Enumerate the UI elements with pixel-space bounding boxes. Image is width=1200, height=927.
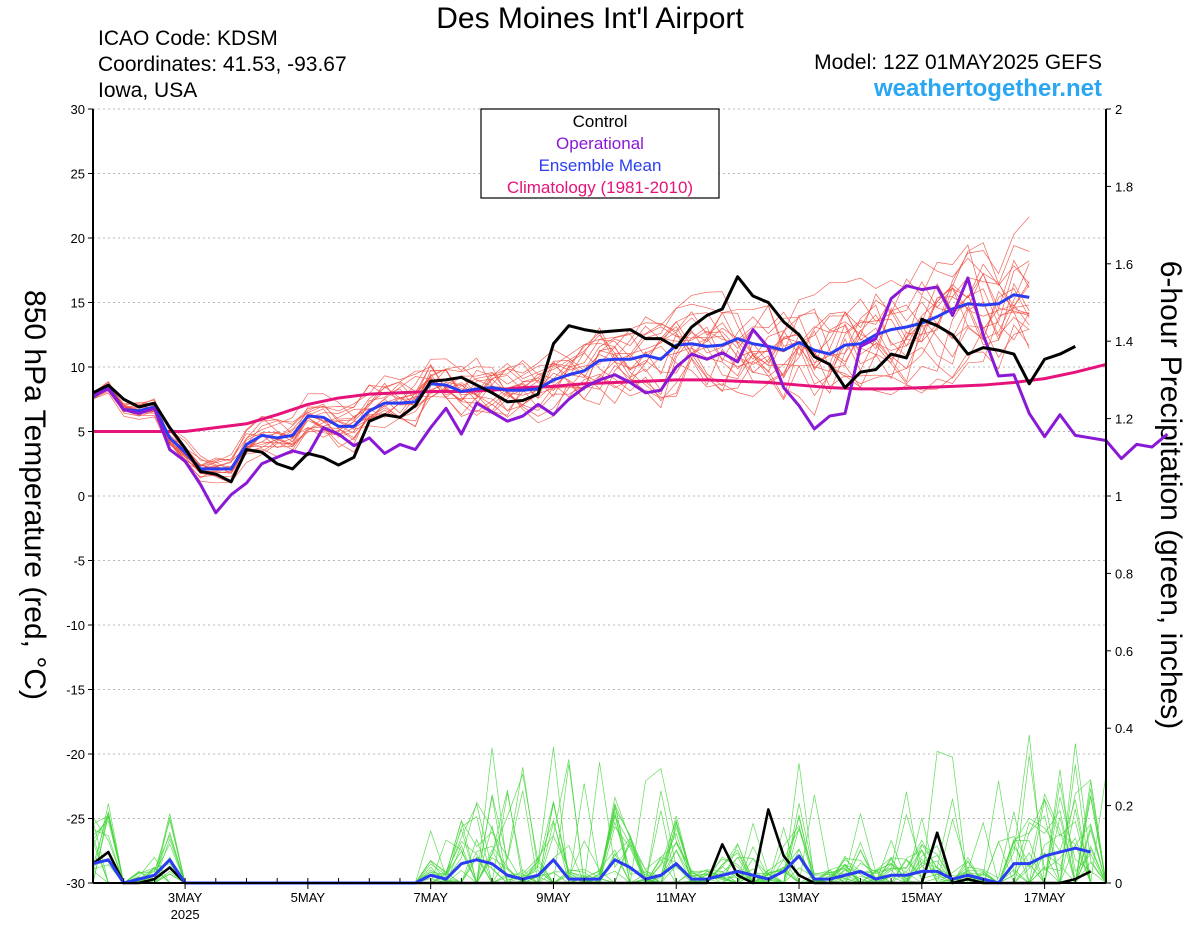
y-tick-label: -5 xyxy=(73,554,85,569)
operational-temp-line xyxy=(92,276,1169,515)
ensemble-member-precip-line xyxy=(92,801,1107,884)
x-tick-label: 9MAY xyxy=(536,890,571,905)
x-tick-label: 3MAY xyxy=(168,890,203,905)
y2-tick-label: 1 xyxy=(1115,489,1122,504)
climatology-temp-line xyxy=(93,362,1107,433)
ensemble-members xyxy=(92,216,1107,885)
y2-tick-label: 0.6 xyxy=(1115,644,1133,659)
ensemble-member-temp-line xyxy=(92,281,1030,466)
ensemble-member-temp-line xyxy=(92,272,1030,484)
x-tick-label: 13MAY xyxy=(778,890,820,905)
site-link[interactable]: weathertogether.net xyxy=(873,75,1102,102)
ensemble-mean-temp-line xyxy=(92,293,1030,471)
icao-code-label: ICAO Code: KDSM xyxy=(98,27,278,50)
x-tick-sublabel: 2025 xyxy=(171,907,200,922)
y2-tick-label: 0.8 xyxy=(1115,566,1133,581)
x-tick-label: 5MAY xyxy=(291,890,326,905)
ensemble-member-precip-line xyxy=(93,774,1107,885)
ensemble-member-temp-line xyxy=(92,290,1030,474)
gridlines xyxy=(93,108,1106,884)
y2-tick-label: 0.2 xyxy=(1115,799,1133,814)
ensemble-member-precip-line xyxy=(92,759,1106,884)
region-label: Iowa, USA xyxy=(98,79,198,102)
ensemble-member-precip-line xyxy=(92,783,1106,885)
y-tick-label: 30 xyxy=(71,102,85,117)
y2-tick-label: 1.8 xyxy=(1115,179,1133,194)
ensemble-member-temp-line xyxy=(92,288,1030,474)
ensemble-member-temp-line xyxy=(92,303,1030,469)
ensemble-member-precip-line xyxy=(92,762,1106,884)
y-tick-label: 10 xyxy=(71,360,85,375)
y-tick-label: -25 xyxy=(66,812,85,827)
ensemble-member-precip-line xyxy=(92,780,1107,884)
axes: 302520151050-5-10-15-20-25-3021.81.61.41… xyxy=(66,102,1133,922)
y2-tick-label: 1.2 xyxy=(1115,412,1133,427)
y-tick-label: -10 xyxy=(66,618,85,633)
ensemble-member-precip-line xyxy=(93,750,1106,884)
temperature-lines xyxy=(92,275,1169,515)
ensemble-member-temp-line xyxy=(92,216,1030,471)
legend-entry: Ensemble Mean xyxy=(539,156,662,175)
y-tick-label: 15 xyxy=(71,296,85,311)
legend-entry: Operational xyxy=(556,134,644,153)
ensemble-member-precip-line xyxy=(92,767,1107,884)
y-tick-label: -20 xyxy=(66,747,85,762)
ensemble-member-temp-line xyxy=(92,263,1030,471)
chart-title: Des Moines Int'l Airport xyxy=(436,2,744,35)
legend-entry: Climatology (1981-2010) xyxy=(507,178,693,197)
y-tick-label: 25 xyxy=(71,167,85,182)
x-tick-label: 7MAY xyxy=(413,890,448,905)
y-tick-label: -30 xyxy=(66,876,85,891)
ensemble-member-precip-line xyxy=(93,769,1107,884)
y-tick-label: 5 xyxy=(78,425,85,440)
ensemble-member-precip-line xyxy=(93,763,1107,884)
ensemble-member-precip-line xyxy=(92,755,1106,884)
ensemble-member-temp-line xyxy=(92,257,1030,478)
y2-tick-label: 0 xyxy=(1115,876,1122,891)
ensemble-member-temp-line xyxy=(92,245,1030,484)
model-label: Model: 12Z 01MAY2025 GEFS xyxy=(814,51,1102,74)
legend: Control Operational Ensemble Mean Climatolo… xyxy=(480,108,720,199)
x-tick-label: 17MAY xyxy=(1024,890,1066,905)
ensemble-member-temp-line xyxy=(92,260,1030,467)
control-temp-line xyxy=(92,275,1076,484)
x-tick-label: 11MAY xyxy=(656,890,697,905)
legend-box xyxy=(480,108,720,199)
y2-tick-label: 1.6 xyxy=(1115,257,1133,272)
legend-entry: Control xyxy=(573,112,628,131)
x-tick-label: 15MAY xyxy=(901,890,943,905)
y-tick-label: -15 xyxy=(66,683,85,698)
y2-tick-label: 0.4 xyxy=(1115,721,1133,736)
y2-tick-label: 1.4 xyxy=(1115,334,1133,349)
coordinates-label: Coordinates: 41.53, -93.67 xyxy=(98,53,347,76)
y2-tick-label: 2 xyxy=(1115,102,1122,117)
y-tick-label: 20 xyxy=(71,231,85,246)
y-tick-label: 0 xyxy=(78,489,85,504)
